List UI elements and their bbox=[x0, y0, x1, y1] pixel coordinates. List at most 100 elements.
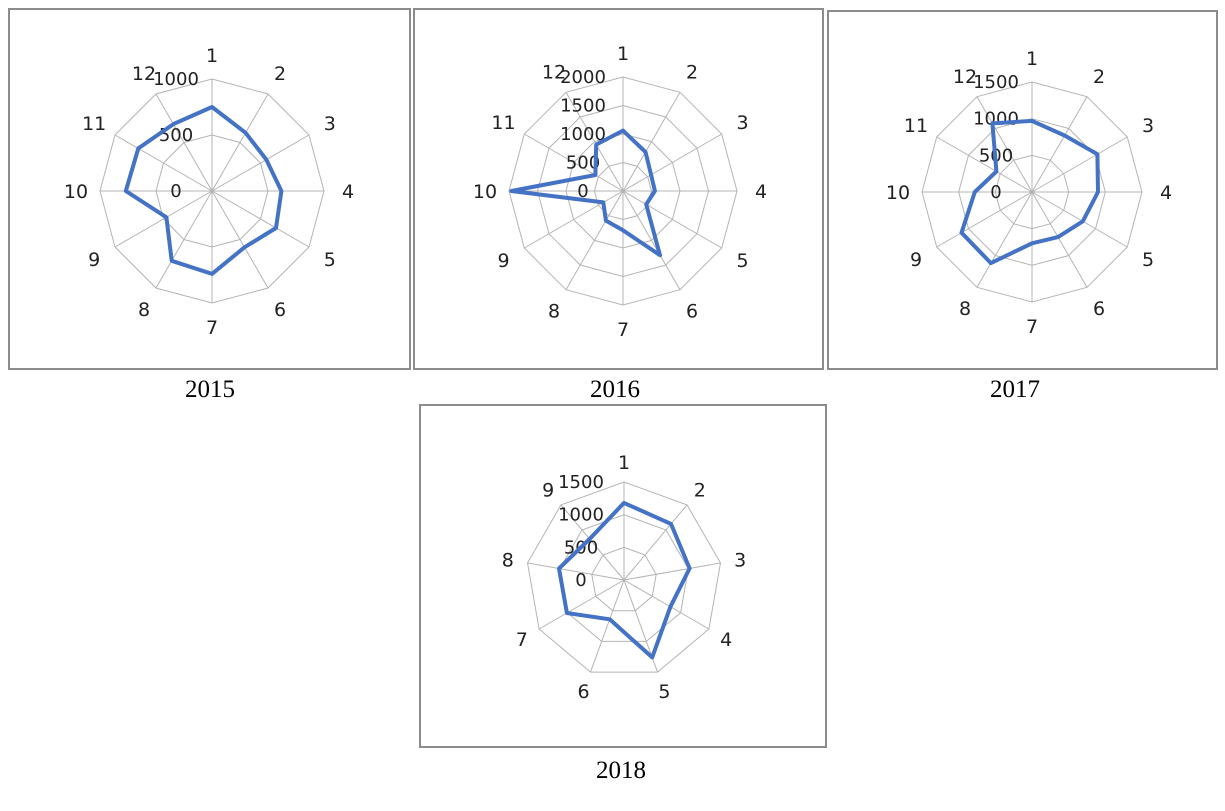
radar-panel-2018: 0 500 1000 1500 1 2 3 4 5 6 7 8 9 bbox=[419, 404, 827, 748]
axis-spoke bbox=[1031, 96, 1088, 193]
category-label: 7 bbox=[617, 319, 629, 341]
axis-spoke bbox=[211, 190, 269, 289]
axis-spoke bbox=[527, 562, 625, 581]
category-label: 5 bbox=[736, 250, 748, 272]
category-label: 5 bbox=[1142, 249, 1154, 271]
axis-spoke bbox=[114, 134, 213, 192]
category-label: 11 bbox=[491, 112, 515, 134]
category-label: 6 bbox=[1093, 298, 1105, 320]
category-label: 6 bbox=[578, 681, 590, 703]
axis-spoke bbox=[155, 190, 213, 289]
radar-panel-2017: 0 500 1000 1500 1 2 3 4 5 6 7 8 9 10 11 12 bbox=[827, 10, 1218, 370]
axis-spoke bbox=[524, 190, 624, 249]
category-label: 7 bbox=[516, 629, 528, 651]
category-label: 2 bbox=[1093, 66, 1105, 88]
category-label: 9 bbox=[910, 249, 922, 271]
axis-spoke bbox=[622, 92, 681, 192]
axis-spoke bbox=[623, 504, 688, 581]
category-label: 1 bbox=[1026, 48, 1038, 70]
caption-2017: 2017 bbox=[990, 376, 1040, 403]
tick-label: 0 bbox=[577, 181, 588, 202]
category-label: 11 bbox=[904, 115, 928, 137]
category-label: 4 bbox=[342, 181, 354, 203]
tick-label: 1500 bbox=[560, 96, 606, 117]
axis-spoke bbox=[1031, 136, 1128, 193]
caption-2018: 2018 bbox=[596, 757, 646, 784]
axis-spoke bbox=[622, 190, 681, 290]
axis-spoke bbox=[155, 93, 213, 192]
category-label: 8 bbox=[548, 301, 560, 323]
series-line bbox=[509, 128, 662, 258]
tick-label: 1500 bbox=[973, 72, 1019, 93]
axis-spoke bbox=[211, 93, 269, 192]
category-label: 3 bbox=[734, 550, 746, 572]
category-label: 6 bbox=[274, 299, 286, 321]
tick-label: 0 bbox=[170, 181, 181, 202]
series-line bbox=[557, 500, 692, 660]
category-label: 2 bbox=[686, 62, 698, 84]
tick-label: 1000 bbox=[558, 505, 604, 526]
category-label: 3 bbox=[1142, 115, 1154, 137]
axis-spoke bbox=[565, 92, 624, 192]
category-label: 8 bbox=[959, 298, 971, 320]
category-label: 8 bbox=[502, 550, 514, 572]
axis-spoke bbox=[1031, 191, 1088, 288]
caption-2015: 2015 bbox=[185, 376, 235, 403]
axis-spoke bbox=[976, 96, 1033, 193]
axis-spoke bbox=[524, 133, 624, 192]
axis-spoke bbox=[936, 191, 1033, 248]
tick-label: 0 bbox=[575, 570, 586, 591]
radar-panel-2015: 0 500 1000 1 2 3 4 5 6 7 8 9 10 11 12 bbox=[8, 8, 411, 370]
category-label: 12 bbox=[953, 66, 977, 88]
tick-label: 2000 bbox=[560, 67, 606, 88]
category-label: 10 bbox=[886, 182, 910, 204]
tick-label: 1000 bbox=[560, 124, 606, 145]
axis-spoke bbox=[565, 190, 624, 290]
category-label: 6 bbox=[686, 301, 698, 323]
category-label: 11 bbox=[82, 113, 106, 135]
tick-label: 1000 bbox=[153, 69, 199, 90]
category-label: 1 bbox=[618, 452, 630, 474]
axis-spoke bbox=[211, 134, 310, 192]
tick-label: 1000 bbox=[973, 109, 1019, 130]
tick-label: 500 bbox=[566, 153, 600, 174]
grid-ring bbox=[591, 546, 657, 612]
tick-label: 500 bbox=[159, 125, 193, 146]
series-line bbox=[123, 105, 284, 276]
category-label: 7 bbox=[206, 317, 218, 339]
category-label: 9 bbox=[497, 250, 509, 272]
category-label: 9 bbox=[542, 480, 554, 502]
grid-ring bbox=[526, 481, 722, 673]
axis-spoke bbox=[211, 190, 310, 248]
axis-spoke bbox=[1031, 191, 1128, 248]
category-label: 12 bbox=[542, 62, 566, 84]
category-label: 1 bbox=[206, 45, 218, 67]
category-label: 4 bbox=[1160, 182, 1172, 204]
category-label: 5 bbox=[658, 681, 670, 703]
axis-spoke bbox=[623, 562, 721, 581]
tick-label: 0 bbox=[990, 182, 1001, 203]
category-label: 1 bbox=[617, 43, 629, 65]
caption-2016: 2016 bbox=[590, 376, 640, 403]
category-label: 9 bbox=[88, 249, 100, 271]
series-line bbox=[959, 118, 1100, 266]
category-label: 2 bbox=[274, 63, 286, 85]
category-label: 4 bbox=[720, 629, 732, 651]
tick-label: 1500 bbox=[558, 472, 604, 493]
axis-spoke bbox=[976, 191, 1033, 288]
axis-spoke bbox=[538, 579, 625, 630]
category-label: 12 bbox=[132, 63, 156, 85]
category-label: 3 bbox=[324, 113, 336, 135]
category-label: 3 bbox=[736, 112, 748, 134]
category-label: 10 bbox=[64, 181, 88, 203]
radar-panel-2016: 0 500 1000 1500 2000 1 2 3 4 5 6 7 8 9 10 11 12 bbox=[413, 8, 824, 370]
axis-spoke bbox=[560, 504, 625, 581]
axis-spoke bbox=[623, 579, 710, 630]
category-label: 2 bbox=[694, 480, 706, 502]
axis-spoke bbox=[590, 579, 625, 673]
axis-spoke bbox=[936, 136, 1033, 193]
